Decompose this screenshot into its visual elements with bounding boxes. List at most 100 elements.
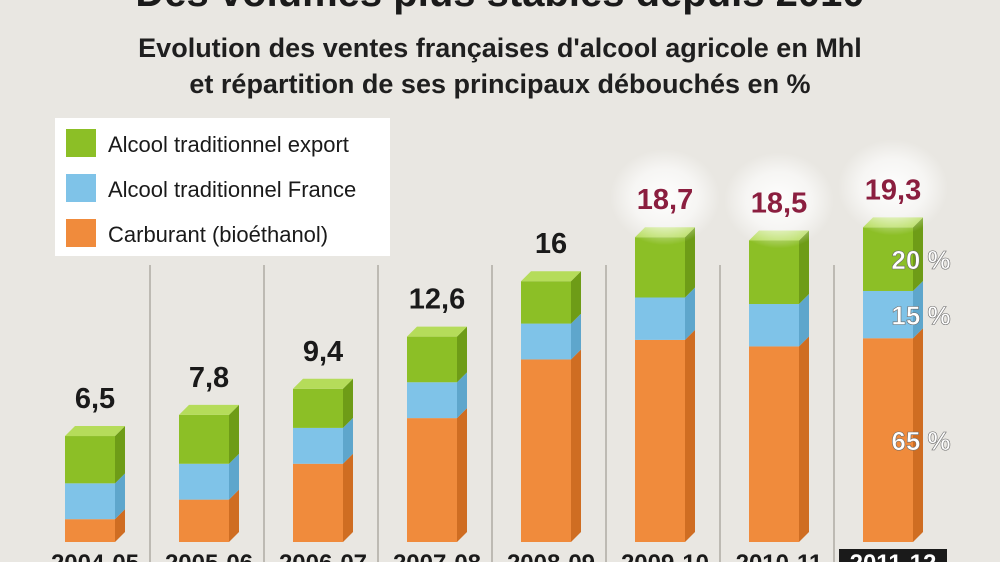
category-label: 2006-07: [279, 550, 367, 562]
bar-total-label: 16: [535, 228, 567, 260]
legend-item-export: Alcool traditionnel export: [66, 129, 349, 157]
legend-label-france: Alcool traditionnel France: [108, 177, 356, 202]
share-label: 15 %: [891, 301, 950, 331]
legend-label-export: Alcool traditionnel export: [108, 132, 349, 157]
bar-segment-export: [749, 240, 799, 305]
chart-title: Des volumes plus stables depuis 2010: [135, 0, 864, 15]
bar-side-export: [685, 227, 695, 298]
bar-side-france: [685, 287, 695, 340]
category-label: 2007-08: [393, 550, 481, 562]
bar-total-label: 19,3: [865, 174, 921, 206]
bar-top-face: [179, 404, 239, 415]
bar-segment-france: [293, 427, 343, 464]
bar-group-2008-09: 16 2008-09: [507, 228, 595, 562]
bar-side-france: [913, 280, 923, 339]
legend-label-carburant: Carburant (bioéthanol): [108, 222, 328, 247]
bar-segment-france: [863, 290, 913, 339]
share-label: 65 %: [891, 426, 950, 456]
bar-top-face: [65, 426, 125, 437]
bar-segment-carburant: [863, 338, 913, 542]
category-label: 2010-11: [736, 550, 823, 562]
bar-segment-france: [521, 323, 571, 360]
bar-group-2011-12: 19,3 2011-12 20 % 15 % 65 %: [838, 139, 951, 562]
legend-swatch-export: [66, 129, 96, 157]
total-glow: [724, 152, 834, 249]
bar-side-export: [343, 378, 353, 428]
bar-side-export: [115, 426, 125, 484]
category-label: 2005-06: [165, 550, 253, 562]
category-label: 2011-12: [850, 550, 937, 562]
bar-side-export: [457, 326, 467, 383]
total-glow: [838, 139, 948, 236]
bar-segment-carburant: [521, 359, 571, 542]
category-label: 2004-05: [51, 550, 139, 562]
category-label: 2008-09: [507, 550, 595, 562]
bar-side-france: [799, 294, 809, 347]
bar-segment-france: [635, 297, 685, 340]
bar-segment-carburant: [179, 499, 229, 542]
bar-top-face: [293, 378, 353, 389]
bar-segment-france: [179, 463, 229, 500]
bar-segment-export: [179, 414, 229, 464]
legend-item-carburant: Carburant (bioéthanol): [66, 219, 328, 247]
bar-top-face: [521, 271, 581, 282]
bar-side-carburant: [115, 509, 125, 542]
bar-group-2010-11: 18,5 2010-11: [724, 152, 834, 562]
bar-group-2004-05: 6,5 2004-05: [51, 383, 139, 562]
bar-side-france: [457, 372, 467, 419]
chart-subtitle-line2: et répartition de ses principaux débouch…: [189, 69, 810, 99]
bar-group-2005-06: 7,8 2005-06: [165, 362, 253, 562]
bar-group-2006-07: 9,4 2006-07: [279, 336, 367, 562]
bar-total-label: 9,4: [303, 336, 343, 368]
bar-segment-export: [293, 388, 343, 428]
bar-total-label: 12,6: [409, 284, 465, 316]
bar-side-carburant: [229, 489, 239, 542]
bar-top-face: [407, 326, 467, 337]
bar-total-label: 7,8: [189, 362, 229, 394]
bar-total-label: 18,5: [751, 187, 807, 219]
bar-side-carburant: [799, 336, 809, 542]
bar-side-carburant: [457, 408, 467, 542]
bar-segment-export: [407, 336, 457, 383]
bar-total-label: 18,7: [637, 184, 693, 216]
category-label-bg: [839, 549, 947, 562]
bar-group-2007-08: 12,6 2007-08: [393, 284, 481, 562]
bar-side-france: [571, 313, 581, 360]
bar-segment-france: [407, 382, 457, 419]
bar-segment-france: [749, 304, 799, 347]
bar-side-france: [343, 417, 353, 464]
bar-segment-carburant: [635, 339, 685, 542]
bar-side-export: [571, 271, 581, 324]
bar-segment-export: [521, 281, 571, 324]
bar-segment-carburant: [293, 463, 343, 542]
bar-side-export: [799, 230, 809, 305]
plot-area: 6,5 2004-05 7,8 2005-06 9,4 2006-07 12,6 2007-0…: [51, 139, 951, 562]
bar-segment-export: [635, 237, 685, 298]
chart-subtitle-line1: Evolution des ventes françaises d'alcool…: [138, 33, 862, 63]
legend-swatch-france: [66, 174, 96, 202]
bar-segment-carburant: [749, 346, 799, 542]
bar-side-carburant: [571, 349, 581, 542]
category-label: 2009-10: [621, 550, 709, 562]
bar-segment-france: [65, 483, 115, 520]
bar-group-2009-10: 18,7 2009-10: [610, 149, 720, 562]
bar-side-carburant: [343, 453, 353, 542]
bar-side-france: [115, 473, 125, 520]
bar-side-carburant: [685, 329, 695, 542]
bar-side-france: [229, 453, 239, 500]
bar-total-label: 6,5: [75, 383, 115, 415]
legend-swatch-carburant: [66, 219, 96, 247]
legend-box: [55, 118, 390, 256]
bar-segment-carburant: [407, 418, 457, 542]
legend: Alcool traditionnel export Alcool tradit…: [55, 118, 390, 256]
bar-side-export: [913, 217, 923, 291]
legend-item-france: Alcool traditionnel France: [66, 174, 356, 202]
bar-side-carburant: [913, 328, 923, 542]
bar-segment-export: [863, 227, 913, 291]
share-label: 20 %: [891, 245, 950, 275]
bar-segment-carburant: [65, 519, 115, 542]
bar-side-export: [229, 404, 239, 464]
bar-segment-export: [65, 436, 115, 484]
total-glow: [610, 149, 720, 246]
